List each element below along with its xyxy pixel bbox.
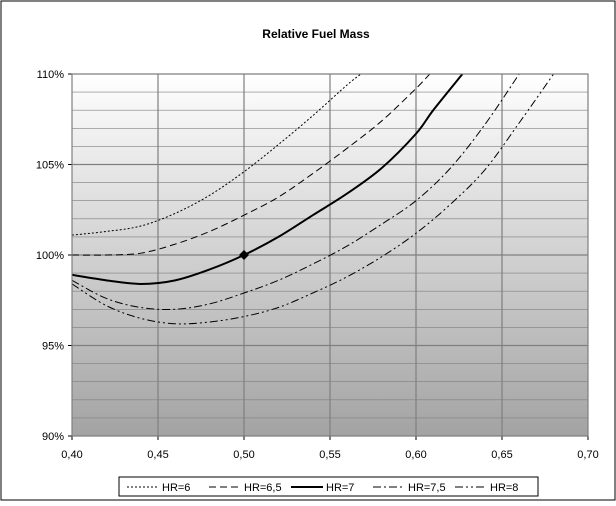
series-line-hr-7-5 bbox=[72, 74, 520, 311]
series-line-hr-7 bbox=[72, 74, 464, 285]
x-tick-label: 0,40 bbox=[61, 449, 82, 461]
data-markers bbox=[239, 250, 249, 260]
legend: HR=6 HR=6,5 HR=7 HR=7,5 HR=8 bbox=[127, 482, 518, 494]
x-tick-label: 0,50 bbox=[233, 449, 254, 461]
data-point-marker bbox=[239, 250, 249, 260]
x-tick-label: 0,60 bbox=[405, 449, 426, 461]
data-series bbox=[72, 74, 555, 325]
y-tick-label: 105% bbox=[36, 160, 64, 172]
x-tick-label: 0,70 bbox=[577, 449, 598, 461]
plot-border bbox=[71, 73, 589, 437]
legend-label: HR=7 bbox=[326, 482, 354, 494]
chart-title: Relative Fuel Mass bbox=[262, 27, 370, 41]
series-line-hr-6 bbox=[72, 74, 362, 236]
series-line-hr-8 bbox=[72, 74, 555, 325]
axis-tick-labels: 90% 95% 100% 105% 110% 0,40 0,45 0,50 0,55 0,60 0,… bbox=[36, 69, 599, 461]
legend-label: HR=7,5 bbox=[408, 482, 446, 494]
x-tick-label: 0,65 bbox=[491, 449, 512, 461]
legend-label: HR=8 bbox=[490, 482, 518, 494]
x-tick-label: 0,45 bbox=[147, 449, 168, 461]
legend-box bbox=[118, 476, 539, 497]
y-tick-label: 90% bbox=[42, 431, 64, 443]
series-line-hr-6-5 bbox=[72, 74, 431, 256]
y-tick-label: 110% bbox=[37, 69, 65, 81]
y-tick-label: 95% bbox=[42, 341, 64, 353]
legend-label: HR=6,5 bbox=[244, 482, 282, 494]
y-tick-label: 100% bbox=[36, 250, 64, 262]
x-tick-label: 0,55 bbox=[319, 449, 340, 461]
legend-label: HR=6 bbox=[162, 482, 190, 494]
